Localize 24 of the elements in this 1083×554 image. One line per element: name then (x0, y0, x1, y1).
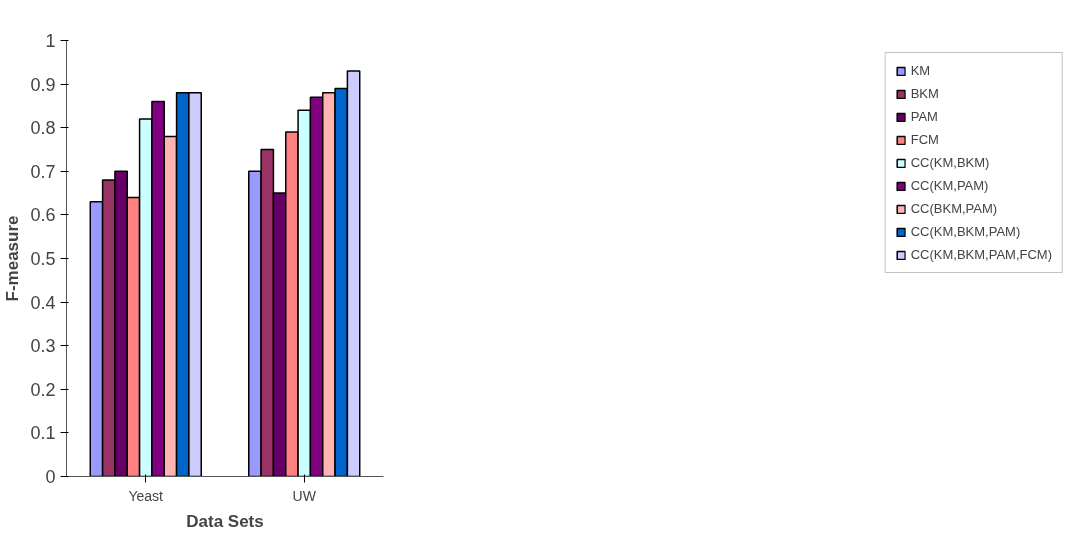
y-tick-label: 0.8 (30, 118, 56, 139)
y-tick-label: 0 (45, 467, 56, 487)
y-tick-label: 1 (45, 31, 56, 51)
y-tick-label: 0.1 (30, 423, 56, 444)
y-tick-label: 0.9 (30, 74, 56, 95)
legend-label: CC(KM,PAM) (910, 178, 989, 193)
legend-label: CC(KM,BKM,PAM) (910, 224, 1021, 239)
y-tick-label: 0.6 (30, 205, 56, 226)
x-axis-title: Data Sets (186, 511, 264, 531)
y-tick-label: 0.2 (30, 379, 56, 400)
legend-label: FCM (910, 132, 939, 147)
legend-label: CC(BKM,PAM) (910, 201, 998, 216)
y-tick-label: 0.3 (30, 336, 56, 357)
x-tick-label: Yeast (128, 487, 164, 504)
y-tick-label: 0.5 (30, 249, 56, 269)
x-tick-label: UW (292, 487, 317, 504)
y-tick-label: 0.7 (30, 161, 56, 182)
y-axis-title: F-measure (3, 215, 23, 302)
legend-label: CC(KM,BKM) (910, 155, 990, 170)
legend-label: BKM (910, 86, 939, 101)
y-tick-label: 0.4 (30, 292, 56, 313)
legend-label: CC(KM,BKM,PAM,FCM) (910, 247, 1052, 262)
legend-label: KM (910, 63, 931, 78)
legend-label: PAM (910, 109, 938, 124)
